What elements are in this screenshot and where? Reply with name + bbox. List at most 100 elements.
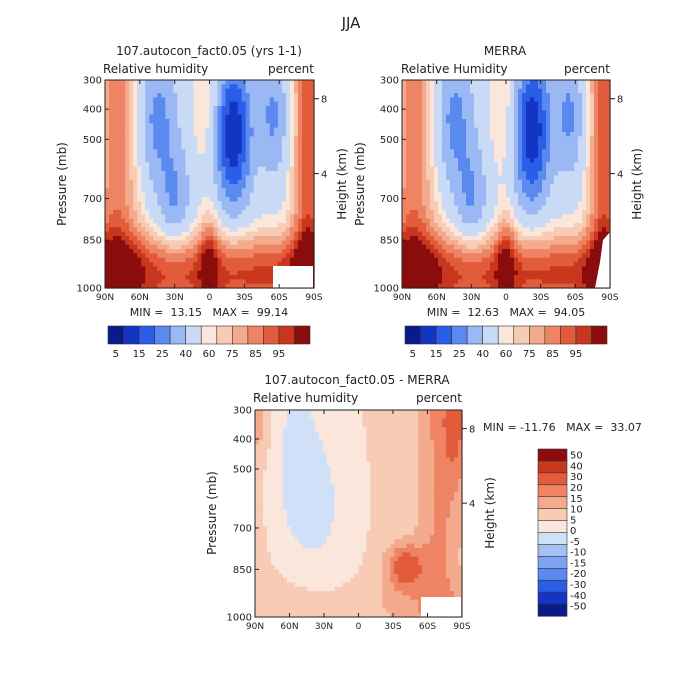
heatmap-cell [602,236,607,241]
heatmap-cell [253,279,259,285]
heatmap-cell [253,175,259,181]
heatmap-cell [546,214,551,220]
heatmap-cell [542,145,547,150]
heatmap-cell [257,84,263,90]
heatmap-cell [281,158,287,163]
heatmap-cell [418,184,423,189]
heatmap-cell [221,210,227,215]
heatmap-cell [149,110,154,116]
heatmap-cell [466,184,471,189]
heatmap-cell [582,166,587,172]
heatmap-cell [410,266,415,272]
heatmap-cell [506,153,511,159]
heatmap-cell [197,114,203,120]
heatmap-cell [309,240,315,246]
heatmap-cell [185,136,190,142]
heatmap-cell [534,132,539,137]
heatmap-cell [105,123,110,129]
heatmap-cell [514,97,519,103]
heatmap-cell [141,149,146,155]
heatmap-cell [261,279,267,285]
heatmap-cell [562,270,567,276]
heatmap-cell [486,171,491,176]
heatmap-cell [285,192,291,198]
heatmap-cell [422,249,427,254]
heatmap-cell [265,275,271,280]
heatmap-cell [141,119,146,124]
heatmap-cell [434,240,439,246]
heatmap-cell [538,231,543,237]
heatmap-cell [454,214,459,220]
heatmap-cell [574,214,579,220]
heatmap-cell [466,162,471,168]
heatmap-cell [237,279,243,285]
heatmap-cell [265,240,271,246]
heatmap-cell [538,223,543,228]
heatmap-cell [105,145,110,150]
heatmap-cell [554,262,559,267]
heatmap-cell [550,205,555,211]
heatmap-cell [414,140,419,146]
heatmap-cell [181,279,186,285]
heatmap-cell [177,201,182,207]
heatmap-cell [530,153,535,159]
heatmap-cell [265,283,271,289]
heatmap-cell [265,175,271,181]
heatmap-cell [430,201,435,207]
heatmap-cell [550,145,555,150]
heatmap-cell [169,262,174,267]
heatmap-cell [229,158,235,163]
heatmap-cell [494,201,499,207]
heatmap-cell [233,210,239,215]
heatmap-cell [462,253,467,259]
heatmap-cell [277,249,283,254]
heatmap-cell [257,101,263,107]
heatmap-cell [185,114,190,120]
heatmap-cell [462,231,467,237]
heatmap-cell [578,119,583,124]
heatmap-cell [406,123,411,129]
heatmap-cell [446,136,451,142]
heatmap-cell [117,84,122,90]
heatmap-cell [293,179,299,185]
heatmap-cell [289,136,295,142]
heatmap-cell [494,270,499,276]
heatmap-cell [530,192,535,198]
heatmap-cell [141,223,146,228]
heatmap-cell [141,145,146,150]
heatmap-cell [265,153,271,159]
heatmap-cell [109,97,114,103]
heatmap-cell [241,84,247,90]
heatmap-cell [422,136,427,142]
heatmap-cell [514,93,519,98]
heatmap-cell [482,266,487,272]
heatmap-cell [514,262,519,267]
heatmap-cell [578,127,583,133]
heatmap-cell [426,93,431,98]
heatmap-cell [442,223,447,228]
heatmap-cell [173,106,178,111]
heatmap-cell [526,175,531,181]
heatmap-cell [462,188,467,194]
heatmap-cell [257,119,263,124]
heatmap-cell [594,153,599,159]
heatmap-cell [406,223,411,228]
heatmap-cell [165,201,170,207]
heatmap-cell [570,84,575,90]
heatmap-cell [301,184,307,189]
heatmap-cell [490,80,495,85]
heatmap-cell [478,93,483,98]
heatmap-cell [253,197,259,202]
heatmap-cell [442,84,447,90]
heatmap-cell [269,227,275,233]
heatmap-cell [225,84,231,90]
heatmap-cell [402,279,407,285]
heatmap-cell [530,184,535,189]
heatmap-cell [502,201,507,207]
heatmap-cell [177,88,182,94]
heatmap-cell [546,240,551,246]
heatmap-cell [418,153,423,159]
heatmap-cell [422,84,427,90]
heatmap-cell [233,119,239,124]
heatmap-cell [281,262,287,267]
